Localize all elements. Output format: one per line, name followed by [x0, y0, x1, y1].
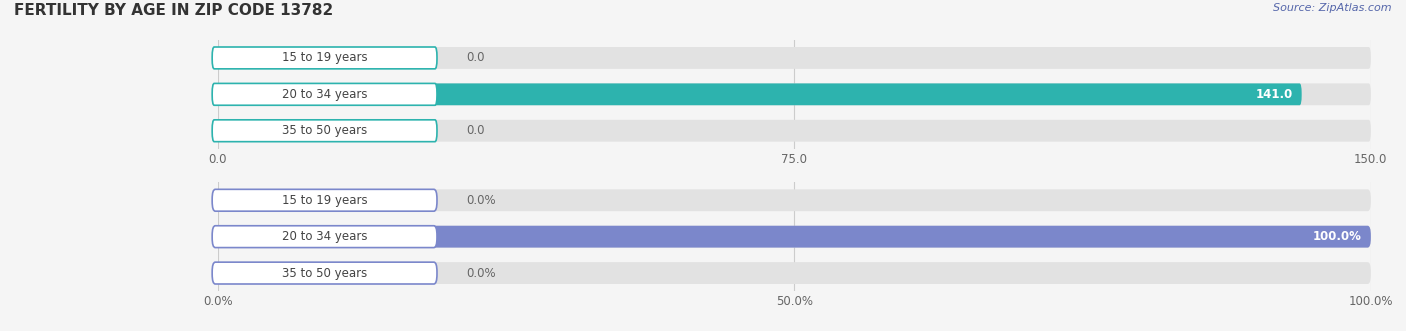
FancyBboxPatch shape — [218, 189, 1371, 211]
FancyBboxPatch shape — [212, 262, 437, 284]
FancyBboxPatch shape — [212, 189, 437, 211]
Text: FERTILITY BY AGE IN ZIP CODE 13782: FERTILITY BY AGE IN ZIP CODE 13782 — [14, 3, 333, 18]
FancyBboxPatch shape — [218, 262, 1371, 284]
FancyBboxPatch shape — [218, 47, 1371, 69]
FancyBboxPatch shape — [212, 120, 437, 142]
FancyBboxPatch shape — [212, 47, 437, 69]
Text: 141.0: 141.0 — [1256, 88, 1292, 101]
Text: 0.0%: 0.0% — [465, 266, 495, 280]
FancyBboxPatch shape — [218, 120, 1371, 142]
FancyBboxPatch shape — [212, 226, 437, 248]
Text: Source: ZipAtlas.com: Source: ZipAtlas.com — [1274, 3, 1392, 13]
Text: 0.0: 0.0 — [465, 51, 484, 65]
Text: 0.0: 0.0 — [465, 124, 484, 137]
FancyBboxPatch shape — [218, 226, 1371, 248]
Text: 15 to 19 years: 15 to 19 years — [281, 194, 367, 207]
Text: 0.0%: 0.0% — [465, 194, 495, 207]
Text: 20 to 34 years: 20 to 34 years — [281, 230, 367, 243]
FancyBboxPatch shape — [218, 83, 1302, 105]
Text: 100.0%: 100.0% — [1313, 230, 1361, 243]
Text: 15 to 19 years: 15 to 19 years — [281, 51, 367, 65]
FancyBboxPatch shape — [218, 226, 1371, 248]
FancyBboxPatch shape — [212, 83, 437, 105]
FancyBboxPatch shape — [218, 83, 1371, 105]
Text: 20 to 34 years: 20 to 34 years — [281, 88, 367, 101]
Text: 35 to 50 years: 35 to 50 years — [283, 124, 367, 137]
Text: 35 to 50 years: 35 to 50 years — [283, 266, 367, 280]
